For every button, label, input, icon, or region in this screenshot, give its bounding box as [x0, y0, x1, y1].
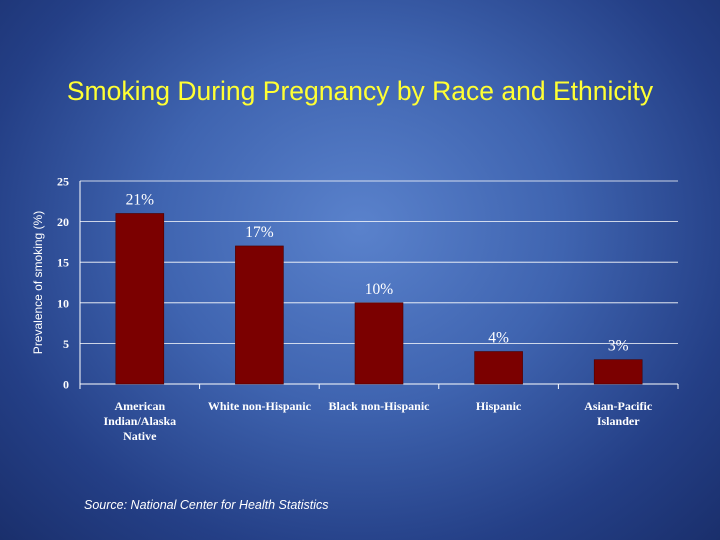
source-note: Source: National Center for Health Stati… — [84, 498, 329, 512]
data-label: 3% — [608, 338, 629, 355]
slide-title: Smoking During Pregnancy by Race and Eth… — [66, 76, 654, 106]
y-tick-label: 20 — [57, 215, 69, 229]
data-label: 4% — [488, 330, 509, 347]
x-tick-label: Asian-Pacific Islander — [584, 399, 653, 428]
y-tick-label: 5 — [63, 337, 69, 351]
data-label: 21% — [126, 191, 155, 208]
y-tick-label: 0 — [63, 378, 69, 392]
x-tick-label: American Indian/Alaska Native — [103, 399, 176, 443]
bar — [354, 302, 404, 385]
bar — [474, 351, 523, 385]
x-tick-label: Black non-Hispanic — [328, 399, 430, 413]
x-tick-label: White non-Hispanic — [208, 399, 312, 413]
x-tick-label: Hispanic — [476, 399, 522, 413]
bar — [593, 359, 643, 385]
data-label: 10% — [365, 281, 394, 298]
y-axis-label: Prevalence of smoking (%) — [31, 211, 45, 354]
data-label: 17% — [245, 224, 274, 241]
y-tick-label: 10 — [57, 296, 69, 310]
bar — [235, 245, 284, 385]
y-tick-label: 15 — [57, 256, 69, 270]
bar — [115, 213, 165, 385]
y-tick-label: 25 — [57, 175, 69, 189]
